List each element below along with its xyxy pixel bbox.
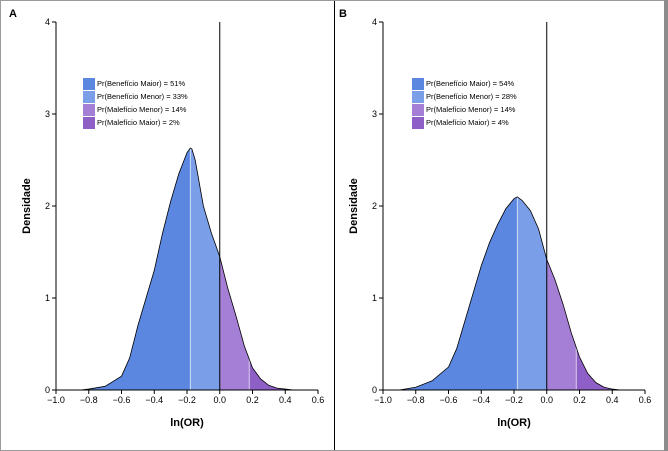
x-tick-label: −0.6 (440, 395, 458, 405)
chart-panel-A: −1.0 −0.8 −0.6 −0.4 −0.2 0.0 0.2 0.4 0.6 0 1 2 3 4 ln(… (9, 8, 324, 429)
x-tick-label: −1.0 (47, 395, 65, 405)
density-segment-4 (249, 359, 294, 390)
x-axis-label: ln(OR) (170, 417, 204, 429)
y-tick-label: 1 (372, 293, 377, 303)
x-tick-label: 0.4 (279, 395, 292, 405)
x-tick-label: 0.2 (573, 395, 586, 405)
legend-swatch (83, 78, 95, 90)
density-segment-2 (517, 196, 547, 390)
x-tick-label: 0.0 (213, 395, 226, 405)
panel-label: A (9, 8, 17, 20)
density-curve (399, 196, 629, 391)
density-segment-4 (576, 347, 629, 390)
y-tick-label: 4 (45, 17, 50, 27)
legend-entry: Pr(Benefício Maior) = 51% (97, 79, 185, 88)
y-tick-label: 2 (45, 201, 50, 211)
legend-swatch (83, 104, 95, 116)
x-tick-label: −0.6 (113, 395, 131, 405)
legend-swatch (412, 117, 424, 129)
x-tick-label: −0.4 (472, 395, 490, 405)
y-tick-label: 0 (45, 385, 50, 395)
y-tick-label: 4 (372, 17, 377, 27)
legend: Pr(Benefício Maior) = 51% Pr(Benefício Me… (83, 78, 188, 129)
y-axis-label: Densidade (348, 178, 360, 234)
density-segment-2 (190, 148, 220, 390)
x-tick-label: −0.8 (80, 395, 98, 405)
density-segment-1 (399, 196, 518, 390)
x-tick-label: −0.2 (178, 395, 196, 405)
legend: Pr(Benefício Maior) = 54% Pr(Benefício Me… (412, 78, 517, 129)
x-tick-label: −1.0 (374, 395, 392, 405)
x-axis-label: ln(OR) (497, 417, 531, 429)
y-axis-label: Densidade (21, 178, 33, 234)
legend-swatch (412, 78, 424, 90)
legend-swatch (412, 104, 424, 116)
x-tick-label: 0.0 (540, 395, 553, 405)
legend-swatch (83, 117, 95, 129)
density-segment-3 (546, 259, 577, 390)
y-tick-label: 2 (372, 201, 377, 211)
y-tick-label: 3 (372, 109, 377, 119)
density-segment-3 (219, 256, 250, 390)
x-tick-label: 0.2 (246, 395, 259, 405)
legend-entry: Pr(Benefício Menor) = 33% (97, 92, 188, 101)
x-tick-label: −0.2 (505, 395, 523, 405)
x-tick-label: −0.4 (145, 395, 163, 405)
y-tick-label: 3 (45, 109, 50, 119)
legend-entry: Pr(Benefício Menor) = 28% (426, 92, 517, 101)
x-tick-label: 0.6 (312, 395, 325, 405)
x-tick-label: 0.6 (639, 395, 652, 405)
y-tick-label: 0 (372, 385, 377, 395)
chart-panel-B: −1.0 −0.8 −0.6 −0.4 −0.2 0.0 0.2 0.4 0.6 0 1 2 3 4 ln(… (339, 8, 651, 429)
legend-swatch (412, 91, 424, 103)
density-segment-1 (80, 148, 191, 390)
panel-label: B (339, 8, 347, 20)
panel-divider (334, 1, 335, 450)
y-tick-label: 1 (45, 293, 50, 303)
x-tick-label: −0.8 (407, 395, 425, 405)
legend-swatch (83, 91, 95, 103)
legend-entry: Pr(Malefício Menor) = 14% (426, 105, 516, 114)
legend-entry: Pr(Malefício Maior) = 4% (426, 118, 509, 127)
x-tick-label: 0.4 (606, 395, 619, 405)
density-curve (80, 147, 294, 391)
legend-entry: Pr(Malefício Maior) = 2% (97, 118, 180, 127)
legend-entry: Pr(Benefício Maior) = 54% (426, 79, 514, 88)
legend-entry: Pr(Malefício Menor) = 14% (97, 105, 187, 114)
